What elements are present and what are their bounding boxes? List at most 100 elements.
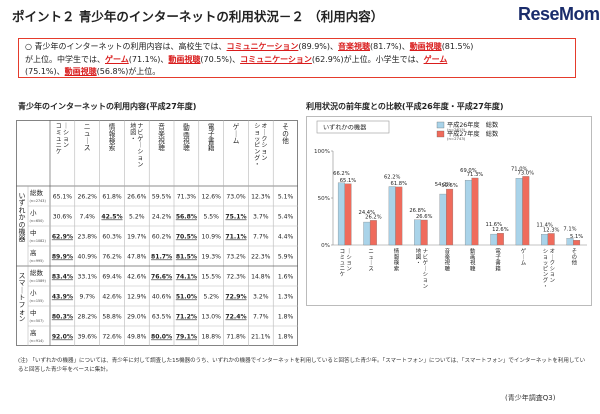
table-cell: 12.9% bbox=[127, 294, 147, 301]
table-cell: 80.0% bbox=[151, 334, 172, 341]
vertical-char: 電 bbox=[208, 123, 215, 131]
vertical-char: 画 bbox=[470, 254, 475, 261]
summary-box: ○ 青少年のインターネットの利用内容は、高校生では、コミュニケーション(89.9… bbox=[18, 38, 576, 78]
vertical-char: 聴 bbox=[158, 143, 165, 152]
x-tick-label: ニュ｜ス bbox=[368, 248, 373, 272]
data-label: 12.3% bbox=[543, 227, 560, 233]
table-cell: 13.0% bbox=[202, 314, 222, 321]
table-cell: 43.9% bbox=[52, 294, 73, 301]
table-cell: 29.0% bbox=[127, 314, 147, 321]
vertical-char: い bbox=[19, 192, 26, 200]
table-cell: 7.4% bbox=[79, 214, 95, 221]
summary-highlight: 音楽視聴 bbox=[338, 42, 371, 51]
table-cell: 61.8% bbox=[102, 194, 122, 201]
table-cell: 60.3% bbox=[102, 234, 122, 241]
vertical-char: ス bbox=[84, 144, 91, 152]
row-n: (n=650) bbox=[30, 219, 45, 223]
row-n: (n=155) bbox=[30, 299, 45, 303]
vertical-char: 他 bbox=[282, 136, 289, 145]
x-tick-label: その他 bbox=[572, 248, 578, 267]
x-tick-label: 地図・ bbox=[416, 247, 422, 267]
table-cell: 5.9% bbox=[278, 254, 294, 261]
resemom-logo[interactable]: ReseMom. bbox=[518, 4, 600, 25]
vertical-char: そ bbox=[282, 123, 289, 131]
vertical-char: ン bbox=[261, 155, 267, 162]
table-cell: 23.8% bbox=[78, 234, 98, 241]
table-cell: 21.1% bbox=[251, 334, 271, 341]
summary-highlight: ゲーム bbox=[423, 54, 448, 64]
data-label: 71.3% bbox=[467, 172, 484, 178]
table-header: ゲ｜ム bbox=[233, 122, 240, 145]
group-label: スマ｜トフォン bbox=[19, 272, 26, 323]
data-label: 24.4% bbox=[359, 210, 376, 216]
vertical-char: ッ bbox=[254, 136, 260, 143]
summary-highlight: 動画視聴 bbox=[168, 54, 201, 64]
group-label: いずれかの機器 bbox=[19, 192, 26, 243]
vertical-char: ｜ bbox=[137, 142, 143, 149]
table-cell: 62.9% bbox=[52, 234, 73, 241]
table-cell: 75.1% bbox=[225, 214, 246, 221]
table-cell: 63.5% bbox=[152, 314, 172, 321]
vertical-char: ニ bbox=[84, 123, 91, 131]
vertical-char: ・ bbox=[543, 284, 548, 290]
vertical-char: ミ bbox=[340, 255, 345, 261]
row-label: 総数 bbox=[30, 188, 44, 197]
vertical-char: 画 bbox=[183, 130, 190, 138]
vertical-char: ク bbox=[261, 136, 267, 143]
vertical-char: ｜ bbox=[368, 260, 373, 267]
vertical-char: ｜ bbox=[19, 286, 26, 294]
vertical-char: ク bbox=[550, 260, 555, 267]
vertical-char: ン bbox=[19, 315, 26, 323]
bar bbox=[541, 234, 549, 246]
vertical-char: ョ bbox=[346, 261, 351, 267]
vertical-char: コ bbox=[340, 248, 345, 255]
usage-table-svg: コミュニケ｜ションニュ｜ス情報検索地図・ナビゲ｜ション音楽視聴動画視聴電子書籍ゲ… bbox=[16, 120, 298, 346]
summary-bullet: ○ bbox=[25, 42, 32, 51]
vertical-char: ｜ bbox=[550, 254, 555, 261]
table-cell: 58.8% bbox=[102, 314, 122, 321]
table-cell: 79.1% bbox=[176, 334, 197, 341]
table-cell: 5.5% bbox=[203, 214, 219, 221]
vertical-char: ｜ bbox=[521, 254, 526, 261]
vertical-char: 書 bbox=[208, 136, 215, 145]
vertical-char: ン bbox=[254, 149, 260, 156]
bar bbox=[573, 240, 581, 246]
table-cell: 72.4% bbox=[225, 314, 246, 321]
vertical-char: 索 bbox=[394, 264, 400, 272]
legend-label: 平成27年度 総数 bbox=[447, 130, 499, 138]
vertical-char: ュ bbox=[56, 136, 62, 143]
vertical-char: 報 bbox=[394, 254, 400, 261]
vertical-char: ョ bbox=[137, 155, 143, 162]
table-cell: 33.1% bbox=[78, 274, 98, 281]
vertical-char: 視 bbox=[158, 136, 165, 145]
vertical-char: ン bbox=[137, 161, 143, 168]
legend-swatch bbox=[436, 130, 445, 138]
table-title: 青少年のインターネットの利用内容(平成27年度) bbox=[18, 102, 197, 111]
data-label: 59.5% bbox=[441, 183, 458, 189]
legend-label: 平成26年度 総数 bbox=[447, 121, 499, 129]
vertical-char: シ bbox=[543, 249, 548, 255]
bar bbox=[464, 179, 472, 246]
vertical-char: 籍 bbox=[495, 264, 501, 272]
data-label: 26.2% bbox=[365, 214, 382, 220]
table-cell: 47.8% bbox=[127, 254, 147, 261]
vertical-char: ｜ bbox=[423, 265, 428, 272]
data-label: 65.1% bbox=[340, 178, 357, 184]
table-cell: 83.4% bbox=[52, 274, 73, 281]
table-cell: 7.7% bbox=[253, 234, 269, 241]
bar bbox=[496, 233, 504, 246]
vertical-char: 子 bbox=[495, 254, 501, 261]
bar bbox=[471, 177, 479, 246]
vertical-char: 聴 bbox=[470, 264, 476, 272]
vertical-char: ゲ bbox=[233, 122, 240, 131]
vertical-char: 視 bbox=[470, 259, 476, 267]
box-label: いずれかの機器 bbox=[323, 124, 367, 132]
table-cell: 1.8% bbox=[278, 334, 294, 341]
summary-text: 青少年のインターネットの利用内容は、高校生では、 bbox=[34, 42, 227, 51]
row-n: (n=507) bbox=[30, 319, 45, 323]
legend-note: (n=2615) bbox=[447, 127, 466, 132]
row-n: (n=914) bbox=[30, 339, 45, 343]
comparison-chart: いずれかの機器 平成26年度 総数 (n=2615) 平成27年度 総数 (n=2743… bbox=[306, 116, 592, 306]
vertical-char: の bbox=[19, 221, 26, 229]
